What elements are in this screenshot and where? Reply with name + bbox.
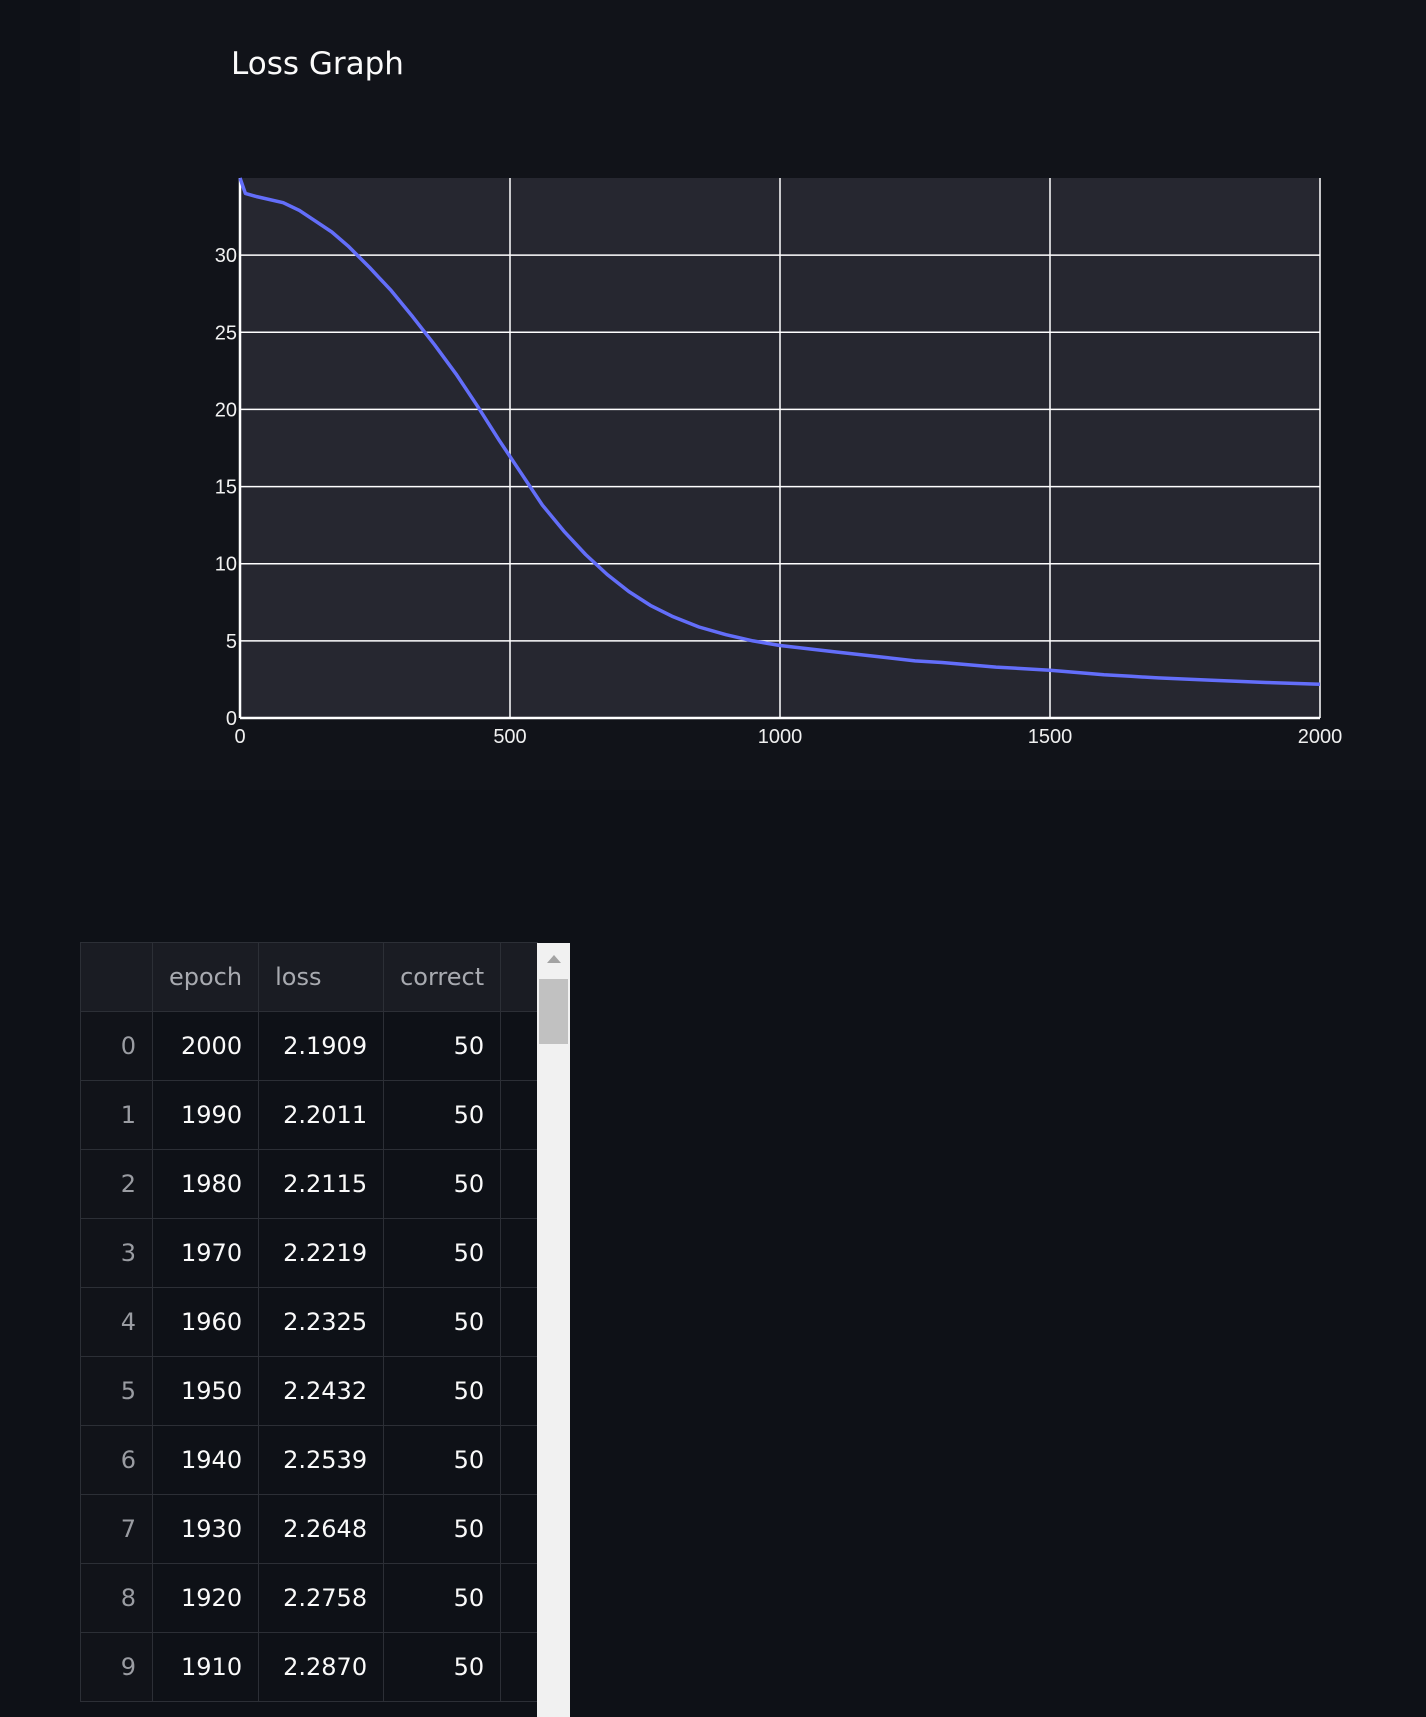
epoch-cell[interactable]: 1930 (151, 1494, 260, 1564)
row-index-cell[interactable]: 9 (80, 1632, 153, 1702)
correct-cell[interactable]: 50 (383, 1425, 502, 1495)
column-header-epoch[interactable]: epoch (151, 942, 260, 1012)
table-row[interactable]: 6 1940 2.2539 50 (80, 1425, 539, 1495)
x-tick-label: 1000 (758, 726, 803, 748)
table-scrollbar[interactable] (537, 943, 570, 1717)
loss-chart[interactable]: 0 500 1000 1500 2000 0 5 10 15 20 25 30 (80, 0, 1426, 790)
row-index-cell[interactable]: 6 (80, 1425, 153, 1495)
chart-panel: Loss Graph 0 500 1000 1500 2000 0 5 10 15 20 25 30 (80, 0, 1426, 790)
correct-cell[interactable]: 50 (383, 1356, 502, 1426)
correct-cell[interactable]: 50 (383, 1011, 502, 1081)
chart-title: Loss Graph (231, 46, 404, 82)
correct-cell[interactable]: 50 (383, 1149, 502, 1219)
row-spacer-cell (500, 1494, 539, 1564)
loss-cell[interactable]: 2.2011 (258, 1080, 385, 1150)
epoch-cell[interactable]: 1980 (151, 1149, 260, 1219)
row-spacer-cell (500, 1425, 539, 1495)
axes (238, 178, 1320, 720)
row-index-cell[interactable]: 2 (80, 1149, 153, 1219)
table-row[interactable]: 5 1950 2.2432 50 (80, 1356, 539, 1426)
row-spacer-cell (500, 1218, 539, 1288)
grid-lines (240, 178, 1321, 718)
row-index-cell[interactable]: 7 (80, 1494, 153, 1564)
row-index-cell[interactable]: 8 (80, 1563, 153, 1633)
row-spacer-cell (500, 1287, 539, 1357)
y-tick-label: 10 (215, 554, 237, 576)
row-index-cell[interactable]: 5 (80, 1356, 153, 1426)
row-spacer-cell (500, 1149, 539, 1219)
epoch-cell[interactable]: 1920 (151, 1563, 260, 1633)
correct-cell[interactable]: 50 (383, 1632, 502, 1702)
loss-cell[interactable]: 2.2325 (258, 1287, 385, 1357)
y-tick-label: 0 (226, 708, 237, 730)
table-row[interactable]: 3 1970 2.2219 50 (80, 1218, 539, 1288)
row-spacer-cell (500, 1563, 539, 1633)
row-spacer-cell (500, 1011, 539, 1081)
loss-cell[interactable]: 2.2115 (258, 1149, 385, 1219)
x-tick-label: 1500 (1028, 726, 1073, 748)
correct-cell[interactable]: 50 (383, 1563, 502, 1633)
x-tick-label: 500 (493, 726, 526, 748)
y-tick-label: 5 (226, 631, 237, 653)
column-header-loss[interactable]: loss (258, 942, 385, 1012)
y-tick-label: 15 (215, 477, 237, 499)
row-spacer-cell (500, 1632, 539, 1702)
epoch-cell[interactable]: 1990 (151, 1080, 260, 1150)
table-row[interactable]: 4 1960 2.2325 50 (80, 1287, 539, 1357)
tick-labels: 0 500 1000 1500 2000 0 5 10 15 20 25 30 (215, 245, 1343, 748)
loss-cell[interactable]: 2.2432 (258, 1356, 385, 1426)
dataframe-table[interactable]: epoch loss correct 0 2000 2.1909 50 1 1990 2.2… (80, 942, 570, 1717)
loss-cell[interactable]: 2.2539 (258, 1425, 385, 1495)
table-header-row: epoch loss correct (80, 942, 539, 1012)
row-index-cell[interactable]: 0 (80, 1011, 153, 1081)
scrollbar-thumb[interactable] (539, 979, 568, 1044)
column-header-correct[interactable]: correct (383, 942, 502, 1012)
epoch-cell[interactable]: 1910 (151, 1632, 260, 1702)
row-index-cell[interactable]: 3 (80, 1218, 153, 1288)
scroll-up-arrow-icon[interactable] (537, 943, 570, 975)
x-tick-label: 0 (234, 726, 245, 748)
correct-cell[interactable]: 50 (383, 1287, 502, 1357)
y-tick-label: 25 (215, 322, 237, 344)
index-column-header[interactable] (80, 942, 153, 1012)
series-layer (238, 177, 1321, 686)
loss-cell[interactable]: 2.2219 (258, 1218, 385, 1288)
row-spacer-cell (500, 1356, 539, 1426)
table-row[interactable]: 0 2000 2.1909 50 (80, 1011, 539, 1081)
loss-cell[interactable]: 2.2870 (258, 1632, 385, 1702)
epoch-cell[interactable]: 2000 (151, 1011, 260, 1081)
table-body: 0 2000 2.1909 50 1 1990 2.2011 50 2 1980 2.2115 50 3… (80, 1011, 539, 1702)
epoch-cell[interactable]: 1960 (151, 1287, 260, 1357)
y-tick-label: 30 (215, 245, 237, 267)
row-spacer-cell (500, 1080, 539, 1150)
loss-series-line (238, 177, 1321, 686)
epoch-cell[interactable]: 1940 (151, 1425, 260, 1495)
correct-cell[interactable]: 50 (383, 1218, 502, 1288)
correct-cell[interactable]: 50 (383, 1080, 502, 1150)
epoch-cell[interactable]: 1950 (151, 1356, 260, 1426)
correct-cell[interactable]: 50 (383, 1494, 502, 1564)
epoch-cell[interactable]: 1970 (151, 1218, 260, 1288)
loss-cell[interactable]: 2.2648 (258, 1494, 385, 1564)
data-table: epoch loss correct 0 2000 2.1909 50 1 1990 2.2… (80, 942, 539, 1702)
table-row[interactable]: 9 1910 2.2870 50 (80, 1632, 539, 1702)
loss-cell[interactable]: 2.2758 (258, 1563, 385, 1633)
table-row[interactable]: 7 1930 2.2648 50 (80, 1494, 539, 1564)
y-tick-label: 20 (215, 399, 237, 421)
column-header-spacer (500, 942, 539, 1012)
row-index-cell[interactable]: 4 (80, 1287, 153, 1357)
table-row[interactable]: 1 1990 2.2011 50 (80, 1080, 539, 1150)
table-row[interactable]: 8 1920 2.2758 50 (80, 1563, 539, 1633)
x-tick-label: 2000 (1298, 726, 1343, 748)
row-index-cell[interactable]: 1 (80, 1080, 153, 1150)
loss-cell[interactable]: 2.1909 (258, 1011, 385, 1081)
table-row[interactable]: 2 1980 2.2115 50 (80, 1149, 539, 1219)
